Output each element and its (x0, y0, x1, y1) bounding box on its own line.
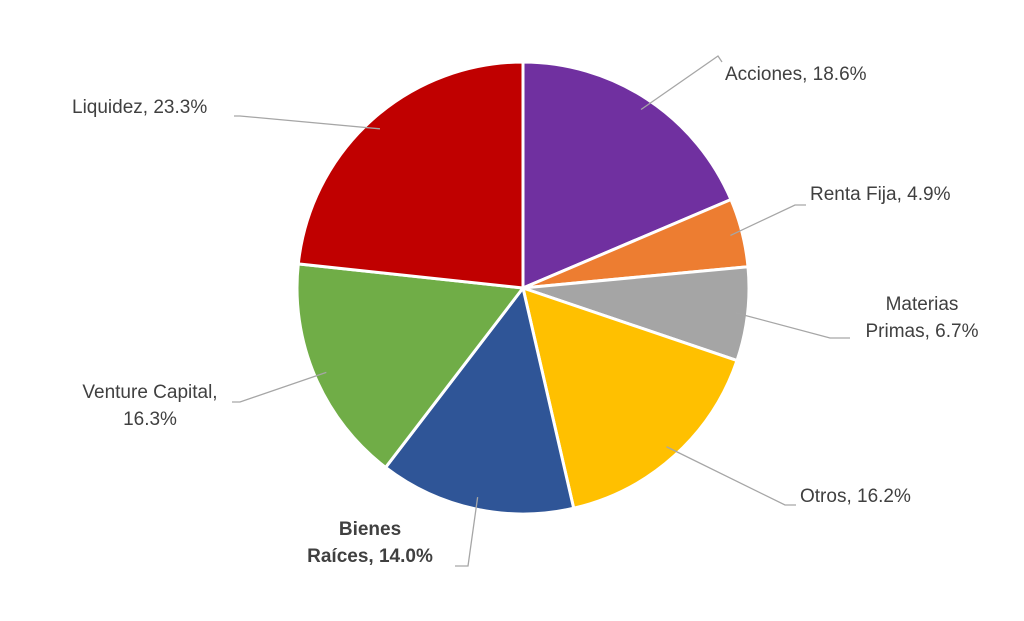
data-label-line: Bienes (339, 519, 401, 540)
data-label: Liquidez, 23.3% (72, 97, 207, 118)
data-label: Venture Capital, 16.3% (82, 382, 217, 430)
data-label-line: Liquidez, 23.3% (72, 97, 207, 118)
data-label-line: Primas, 6.7% (866, 321, 979, 342)
pie-slice (296, 60, 525, 290)
data-label: Acciones, 18.6% (725, 64, 867, 85)
data-label-line: Venture Capital, (82, 382, 217, 403)
data-label-line: Raíces, 14.0% (307, 546, 433, 567)
leader-line (640, 55, 723, 111)
pie-slice (521, 60, 733, 291)
data-label: Bienes Raíces, 14.0% (307, 519, 433, 567)
data-label: Otros, 16.2% (800, 486, 911, 507)
data-label-line: Acciones, 18.6% (725, 64, 867, 85)
data-label-line: Otros, 16.2% (800, 486, 911, 507)
data-label: Materias Primas, 6.7% (866, 294, 979, 342)
pie-slice (295, 262, 526, 470)
pie-slice (520, 285, 739, 511)
data-label: Renta Fija, 4.9% (810, 184, 951, 205)
pie-slice (383, 284, 576, 516)
leader-line (666, 446, 796, 506)
data-label-line: Renta Fija, 4.9% (810, 184, 951, 205)
data-label-line: Materias (886, 294, 959, 315)
leader-line (730, 204, 806, 237)
leader-line (232, 371, 327, 403)
data-label-line: 16.3% (123, 409, 177, 430)
leader-line (455, 497, 479, 567)
leader-line (234, 115, 381, 130)
leader-line (735, 312, 850, 339)
